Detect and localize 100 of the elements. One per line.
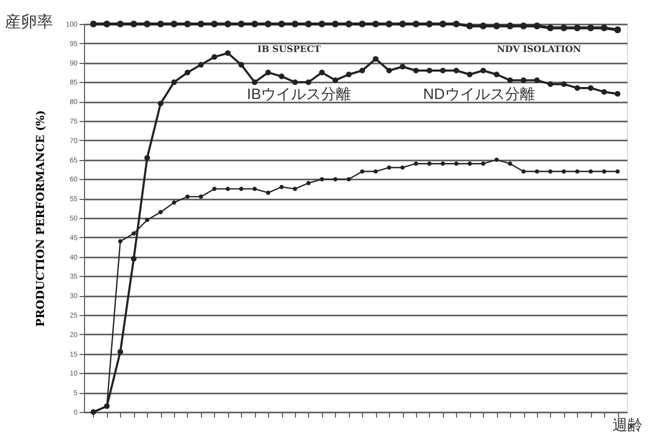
point [278,20,285,28]
point [520,77,526,84]
point [226,186,230,192]
point [560,24,568,32]
point [318,20,326,28]
point [319,70,325,76]
point [158,210,163,214]
point [346,72,352,78]
point [399,20,406,28]
point [184,20,191,28]
point [548,169,553,174]
point [602,169,606,174]
point [198,194,204,199]
point [116,20,124,28]
point [494,72,500,78]
point [172,200,176,205]
point [306,180,311,186]
point [346,177,351,182]
point [306,79,312,86]
point [358,20,366,28]
y-axis-title: PRODUCTION PERFORMANCE (%) [34,110,47,327]
point [252,186,257,192]
point [412,20,420,28]
point [130,256,137,262]
point [561,81,567,87]
point [548,81,554,87]
point [400,64,406,70]
point [493,22,500,30]
point [614,91,620,97]
point [103,20,110,28]
point [614,26,621,34]
point [184,70,190,76]
point [359,68,366,74]
point [508,162,512,166]
point [534,169,540,174]
point [413,68,419,74]
x-axis-title: 週齢 [612,417,643,434]
point [145,218,150,222]
point [333,177,338,182]
point [185,194,190,199]
point [439,20,446,28]
point [279,184,284,190]
point [452,20,460,28]
point [468,162,472,166]
point [238,62,244,68]
point [574,24,581,32]
point [251,20,258,28]
point [265,70,271,76]
point [252,79,258,86]
point [198,62,204,68]
point [521,169,526,174]
point [534,77,540,84]
point [117,349,124,355]
annotation: IBウイルス分離 [246,86,352,103]
point [278,74,284,80]
point [118,239,122,244]
text: 産卵率 [5,13,53,31]
point [575,169,580,174]
point [345,20,352,28]
point [332,77,338,84]
point [224,20,232,28]
point [562,169,566,174]
point [386,68,392,74]
point [466,22,474,30]
point [427,162,432,166]
point [170,20,178,28]
point [144,155,150,161]
point [130,20,138,28]
point [198,20,204,28]
point [588,169,593,174]
point [292,186,298,192]
point [305,20,312,28]
point [90,20,97,28]
point [440,68,446,74]
point [374,169,378,174]
point [386,165,392,170]
point [587,24,594,32]
point [372,56,378,62]
point [454,162,458,166]
point [372,20,380,28]
point [332,20,339,28]
point [292,20,298,28]
point [266,190,270,195]
point [547,24,554,32]
point [520,22,527,30]
annotation: IB SUSPECT [257,45,321,55]
point [466,72,473,78]
point [506,22,514,30]
point [212,54,218,60]
point [601,89,607,95]
point [132,231,136,236]
point [507,77,513,84]
point [480,68,486,74]
point [426,20,433,28]
point [171,79,177,86]
point [360,169,364,174]
point [481,162,486,166]
point [224,50,231,56]
point [534,22,540,30]
point [144,20,151,28]
